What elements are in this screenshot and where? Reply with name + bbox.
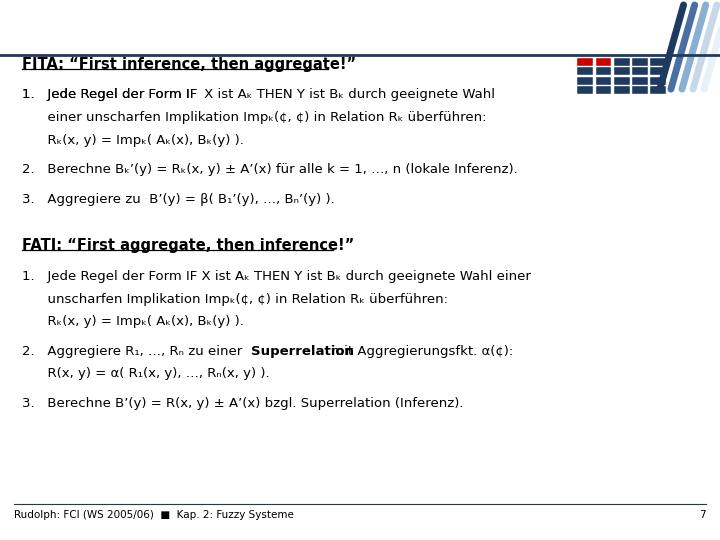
Text: 1.   Jede Regel der Form IF X ist Aₖ THEN Y ist Bₖ durch geeignete Wahl einer: 1. Jede Regel der Form IF X ist Aₖ THEN …	[22, 270, 531, 283]
Bar	[650, 86, 666, 94]
Bar	[650, 68, 666, 75]
Bar	[614, 77, 630, 85]
Text: Rₖ(x, y) = Impₖ( Aₖ(x), Bₖ(y) ).: Rₖ(x, y) = Impₖ( Aₖ(x), Bₖ(y) ).	[22, 134, 243, 147]
Text: 2.   Aggregiere R₁, …, Rₙ zu einer: 2. Aggregiere R₁, …, Rₙ zu einer	[22, 345, 246, 357]
Bar	[577, 86, 593, 94]
Bar	[650, 77, 666, 85]
Bar	[595, 77, 611, 85]
Bar	[614, 58, 630, 66]
Text: 1.   Jede Regel der Form IF: 1. Jede Regel der Form IF	[22, 89, 201, 102]
Bar	[577, 68, 593, 75]
Text: FITA: “First inference, then aggregate!”: FITA: “First inference, then aggregate!”	[22, 57, 356, 72]
Text: Rudolph: FCI (WS 2005/06)  ■  Kap. 2: Fuzzy Systeme: Rudolph: FCI (WS 2005/06) ■ Kap. 2: Fuzz…	[14, 510, 294, 521]
Text: FATI: “First aggregate, then inference!”: FATI: “First aggregate, then inference!”	[22, 238, 354, 253]
Text: einer unscharfen Implikation Impₖ(¢, ¢) in Relation Rₖ überführen:: einer unscharfen Implikation Impₖ(¢, ¢) …	[22, 111, 486, 124]
Bar	[614, 68, 630, 75]
Text: Superrelation: Superrelation	[251, 345, 354, 357]
Bar	[632, 68, 648, 75]
Text: R(x, y) = α( R₁(x, y), …, Rₙ(x, y) ).: R(x, y) = α( R₁(x, y), …, Rₙ(x, y) ).	[22, 367, 269, 380]
Bar	[595, 58, 611, 66]
Text: unscharfen Implikation Impₖ(¢, ¢) in Relation Rₖ überführen:: unscharfen Implikation Impₖ(¢, ¢) in Rel…	[22, 293, 448, 306]
Bar	[650, 58, 666, 66]
Text: 3.   Berechne B’(y) = R(x, y) ± A’(x) bzgl. Superrelation (Inferenz).: 3. Berechne B’(y) = R(x, y) ± A’(x) bzgl…	[22, 397, 463, 410]
Text: 2.   Berechne Bₖ’(y) = Rₖ(x, y) ± A’(x) für alle k = 1, …, n (lokale Inferenz).: 2. Berechne Bₖ’(y) = Rₖ(x, y) ± A’(x) fü…	[22, 163, 518, 176]
Bar	[595, 68, 611, 75]
Text: mit Aggregierungsfkt. α(¢):: mit Aggregierungsfkt. α(¢):	[327, 345, 513, 357]
Bar	[577, 77, 593, 85]
Bar	[632, 77, 648, 85]
Text: 1.   Jede Regel der Form IF  X ist Aₖ THEN Y ist Bₖ durch geeignete Wahl: 1. Jede Regel der Form IF X ist Aₖ THEN …	[22, 89, 495, 102]
Text: Approximatives Schließen (Teil 2): Approximatives Schließen (Teil 2)	[12, 19, 351, 37]
Bar	[632, 86, 648, 94]
Bar	[577, 58, 593, 66]
Text: 3.   Aggregiere zu  B’(y) = β( B₁’(y), …, Bₙ’(y) ).: 3. Aggregiere zu B’(y) = β( B₁’(y), …, B…	[22, 193, 334, 206]
Bar	[595, 86, 611, 94]
Bar	[614, 86, 630, 94]
Text: 7: 7	[699, 510, 706, 521]
Bar	[632, 58, 648, 66]
Text: Rₖ(x, y) = Impₖ( Aₖ(x), Bₖ(y) ).: Rₖ(x, y) = Impₖ( Aₖ(x), Bₖ(y) ).	[22, 315, 243, 328]
